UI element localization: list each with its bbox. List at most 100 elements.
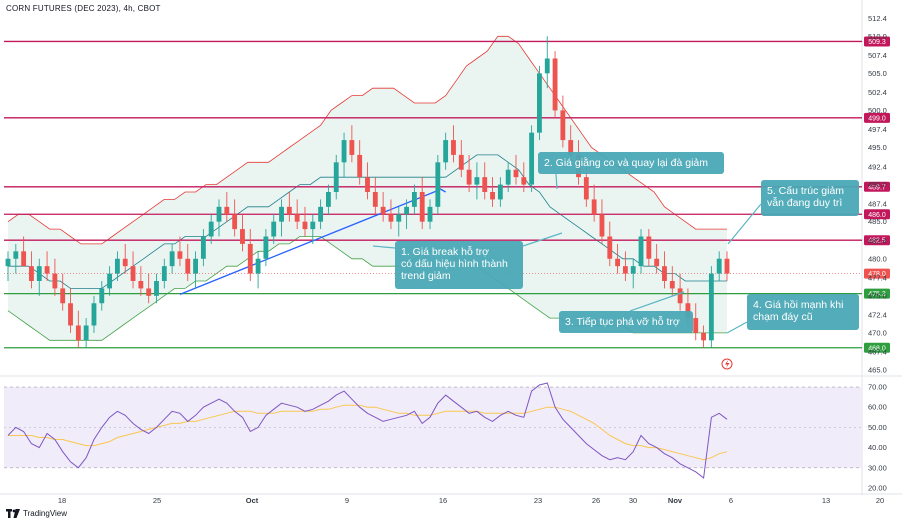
candles [5, 36, 730, 348]
candle-body [701, 332, 706, 341]
price-tick-label: 475.0 [868, 291, 887, 300]
price-tag-468.0 [864, 342, 890, 353]
price-tick-label: 465.0 [868, 366, 887, 375]
candle-body [513, 169, 519, 178]
annotation-box [395, 241, 523, 289]
candle-body [591, 199, 597, 215]
candle-body [615, 258, 621, 267]
candle-body [36, 266, 42, 281]
candle-body [318, 206, 324, 222]
trendline-blue [179, 189, 439, 295]
event-flag-glyph [725, 360, 730, 368]
candle-body [544, 58, 550, 74]
candle-body [677, 288, 683, 304]
rsi-tick-label: 70.00 [868, 383, 887, 392]
candle-body [646, 236, 652, 259]
candle-body [247, 243, 253, 274]
candle-body [482, 177, 488, 192]
candle-body [68, 303, 73, 326]
candle-body [107, 273, 113, 289]
price-tag-label: 509.3 [868, 39, 886, 46]
candle-body [224, 206, 230, 215]
candle-body [372, 192, 378, 207]
annotation-box [747, 294, 859, 330]
candle-body [232, 214, 238, 230]
time-tick-label: 13 [822, 496, 830, 505]
candle-body [286, 206, 292, 215]
candle-body [419, 192, 425, 222]
time-tick-label: 9 [345, 496, 349, 505]
candle-body [185, 258, 191, 274]
price-tag-509.3 [864, 36, 890, 47]
price-tick-label: 477.4 [868, 274, 887, 283]
annotation-box [538, 152, 724, 174]
candle-body [560, 110, 566, 141]
time-tick-label: 20 [876, 496, 884, 505]
candle-body [154, 281, 159, 296]
price-tick-label: 505.0 [868, 69, 887, 78]
annotation-text: vẫn đang duy trì [767, 196, 842, 209]
candle-body [716, 258, 722, 274]
candle-body [44, 266, 50, 274]
candle-body [240, 229, 245, 244]
annotation-pointer [726, 321, 748, 334]
price-tick-label: 482.4 [868, 236, 887, 245]
annotation-pointer [555, 173, 558, 190]
annotation-pointer [522, 232, 563, 247]
price-tick-label: 472.4 [868, 311, 887, 320]
candle-body [52, 273, 58, 289]
footer-brand-label: TradingView [23, 509, 68, 518]
candle-body [216, 206, 222, 222]
annotation-pointer [372, 245, 396, 249]
candle-body [638, 236, 644, 267]
time-tick-label: Nov [668, 496, 683, 505]
rsi-ma-line [8, 404, 728, 461]
candle-body [169, 251, 175, 267]
footer-brand[interactable]: TradingView [6, 509, 67, 518]
time-tick-label: 30 [629, 496, 637, 505]
candle-body [333, 162, 339, 192]
candle-body [505, 169, 511, 185]
candle-body [122, 258, 128, 267]
candle-body [568, 140, 574, 155]
rsi-band-fill [4, 387, 862, 468]
candle-body [490, 192, 495, 200]
time-tick-label: 6 [729, 496, 733, 505]
price-tick-label: 470.0 [868, 328, 887, 337]
time-tick-label: 23 [534, 496, 542, 505]
price-tag-label: 478.0 [868, 271, 886, 278]
candle-body [529, 132, 535, 185]
annotation-pointer [629, 291, 685, 312]
annotation-text: có dấu hiệu hình thành [401, 258, 508, 270]
price-tag-482.5 [864, 235, 890, 246]
annotation-pointer [727, 203, 762, 245]
candle-body [388, 214, 394, 222]
candle-body [599, 214, 605, 237]
candle-body [607, 236, 613, 259]
candle-body [693, 318, 699, 333]
candle-body [99, 288, 105, 304]
candle-body [724, 258, 730, 274]
price-tag-label: 475.3 [868, 291, 886, 298]
annotation-text: 2. Giá giằng co và quay lại đà giảm [544, 156, 708, 169]
candle-body [365, 177, 370, 192]
price-tag-label: 482.5 [868, 238, 886, 245]
price-tag-489.7 [864, 181, 890, 192]
candle-body [255, 258, 261, 274]
candle-body [583, 177, 589, 200]
candle-body [537, 73, 542, 133]
annotation-text: 5. Cấu trúc giảm [767, 185, 844, 197]
candle-body [161, 266, 167, 281]
price-tag-475.3 [864, 288, 890, 299]
candle-body [271, 221, 277, 237]
candle-body [302, 221, 308, 230]
candle-body [13, 251, 19, 259]
tradingview-logo-icon [6, 509, 20, 518]
candle-body [114, 258, 120, 274]
price-tag-486.0 [864, 209, 890, 220]
candle-body [310, 221, 316, 230]
chart-title: CORN FUTURES (DEC 2023), 4h, CBOT [6, 4, 161, 13]
